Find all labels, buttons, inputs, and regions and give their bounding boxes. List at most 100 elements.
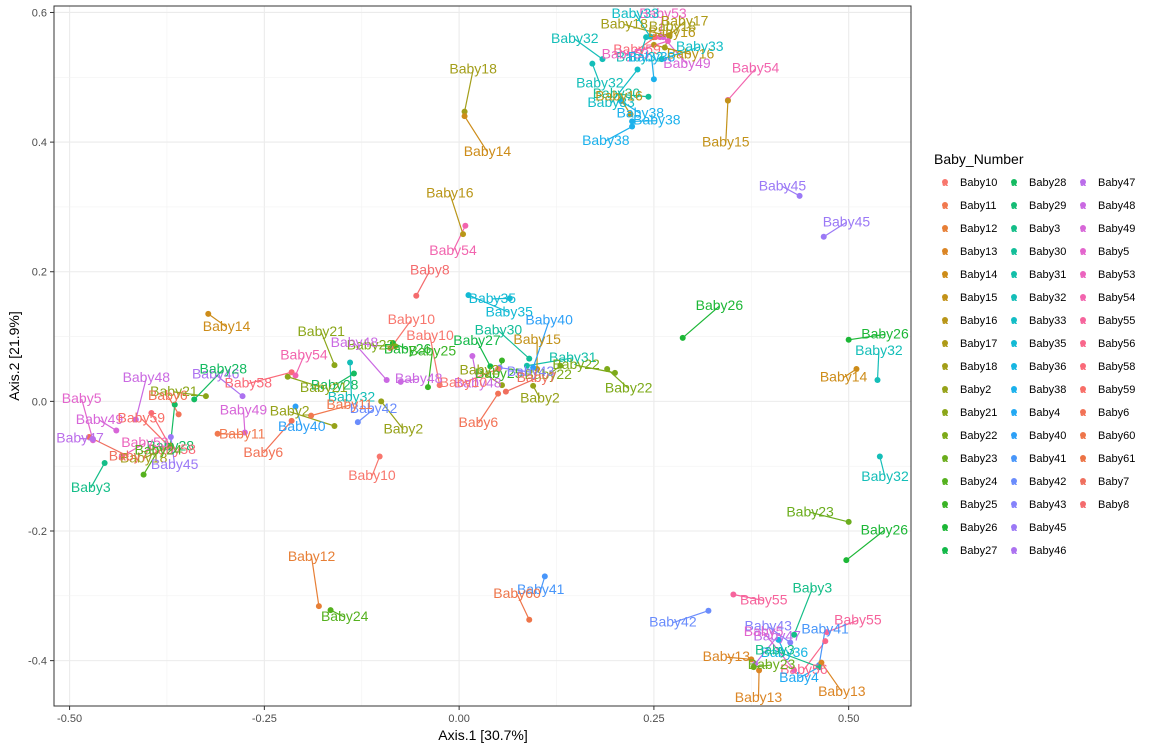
point-label: Baby16 bbox=[595, 87, 643, 103]
legend-item: a Baby15 bbox=[942, 292, 997, 304]
label-connector bbox=[310, 404, 350, 417]
legend-item: a Baby31 bbox=[1011, 269, 1066, 281]
point-label: Baby28 bbox=[311, 376, 359, 392]
point-label: Baby33 bbox=[676, 38, 724, 54]
legend-key-letter: a bbox=[1080, 270, 1086, 281]
label-connector bbox=[653, 44, 691, 55]
legend: a Baby10 a Baby11 a Baby12 a Baby13 a Baby14 a Baby… bbox=[942, 177, 1135, 557]
point-label: Baby11 bbox=[326, 396, 373, 412]
data-point bbox=[791, 631, 798, 638]
legend-key-point bbox=[942, 363, 948, 369]
label-connector bbox=[477, 393, 499, 424]
legend-key-letter: a bbox=[942, 247, 948, 258]
point-label: Baby23 bbox=[786, 503, 834, 519]
legend-label: Baby33 bbox=[1029, 315, 1066, 327]
legend-key-letter: a bbox=[1080, 316, 1086, 327]
label-connector bbox=[826, 619, 859, 633]
data-point bbox=[853, 365, 860, 372]
gridlines bbox=[54, 6, 911, 706]
data-point bbox=[424, 384, 431, 391]
x-axis-ticks: -0.50 -0.25 0.00 0.25 0.50 bbox=[57, 706, 859, 725]
legend-label: Baby47 bbox=[1098, 177, 1135, 189]
data-point bbox=[724, 97, 731, 104]
legend-key-letter: a bbox=[1080, 454, 1086, 465]
point-label: Baby38 bbox=[628, 48, 676, 64]
point-label: Baby2 bbox=[520, 389, 560, 405]
legend-item: a Baby24 bbox=[942, 476, 997, 488]
legend-label: Baby55 bbox=[1098, 315, 1135, 327]
legend-label: Baby17 bbox=[960, 338, 997, 350]
legend-key-point bbox=[1011, 363, 1017, 369]
data-point bbox=[487, 363, 494, 370]
data-point bbox=[604, 365, 611, 372]
label-connector bbox=[380, 400, 404, 430]
point-label: Baby47 bbox=[56, 430, 104, 446]
label-connector bbox=[793, 588, 813, 635]
y-axis-ticks: -0.4 -0.2 0.0 0.2 0.4 0.6 bbox=[28, 7, 54, 668]
legend-key-point bbox=[1080, 294, 1086, 300]
legend-item: a Baby18 bbox=[942, 361, 997, 373]
legend-item: a Baby60 bbox=[1080, 430, 1135, 442]
legend-item: a Baby33 bbox=[1011, 315, 1066, 327]
label-connector bbox=[471, 355, 479, 384]
legend-key-letter: a bbox=[942, 431, 948, 442]
data-point bbox=[495, 390, 502, 397]
legend-key-letter: a bbox=[942, 224, 948, 235]
legend-label: Baby14 bbox=[960, 269, 997, 281]
data-point bbox=[331, 362, 338, 369]
data-point bbox=[661, 44, 668, 51]
point-label: Baby43 bbox=[744, 618, 792, 634]
point-label: Baby15 bbox=[702, 134, 750, 150]
legend-key-letter: a bbox=[1080, 500, 1086, 511]
legend-key-point bbox=[1080, 386, 1086, 392]
point-label: Baby42 bbox=[649, 614, 697, 630]
point-label: Baby49 bbox=[220, 402, 268, 418]
legend-item: a Baby11 bbox=[942, 200, 997, 212]
point-label: Baby35 bbox=[485, 303, 533, 319]
label-connector bbox=[207, 313, 227, 328]
legend-item: a Baby26 bbox=[942, 522, 997, 534]
legend-label: Baby49 bbox=[1098, 223, 1135, 235]
legend-key-point bbox=[942, 386, 948, 392]
legend-key-letter: a bbox=[1011, 431, 1017, 442]
legend-key-letter: a bbox=[942, 523, 948, 534]
label-connector bbox=[294, 355, 305, 376]
label-connector bbox=[90, 462, 106, 489]
point-label: Baby18 bbox=[600, 15, 648, 31]
data-point bbox=[650, 76, 657, 83]
legend-item: a Baby43 bbox=[1011, 499, 1066, 511]
label-connector bbox=[415, 270, 431, 297]
legend-item: a Baby49 bbox=[1080, 223, 1135, 235]
legend-label: Baby54 bbox=[1098, 292, 1135, 304]
label-connector bbox=[803, 640, 826, 671]
legend-key-point bbox=[1080, 363, 1086, 369]
legend-key-letter: a bbox=[942, 362, 948, 373]
legend-label: Baby10 bbox=[960, 177, 997, 189]
legend-key-letter: a bbox=[1080, 408, 1086, 419]
legend-label: Baby40 bbox=[1029, 430, 1066, 442]
legend-key-letter: a bbox=[1011, 408, 1017, 419]
data-point bbox=[526, 616, 533, 623]
legend-item: a Baby28 bbox=[1011, 177, 1066, 189]
label-connector bbox=[121, 442, 146, 457]
point-label: Baby55 bbox=[834, 611, 882, 627]
label-connector bbox=[876, 350, 880, 381]
point-label: Baby41 bbox=[517, 581, 565, 597]
data-point bbox=[498, 357, 505, 364]
point-label: Baby6 bbox=[243, 444, 283, 460]
data-point bbox=[748, 656, 755, 663]
point-label: Baby41 bbox=[801, 621, 849, 637]
data-point bbox=[191, 396, 198, 403]
label-connector bbox=[754, 636, 778, 665]
legend-key-letter: a bbox=[1011, 270, 1017, 281]
data-point bbox=[347, 359, 354, 366]
legend-key-point bbox=[1011, 294, 1017, 300]
data-point bbox=[461, 113, 468, 120]
data-point bbox=[791, 667, 798, 674]
point-label: Baby56 bbox=[780, 661, 828, 677]
label-connector bbox=[820, 662, 843, 693]
data-point bbox=[652, 34, 659, 41]
data-point bbox=[820, 233, 827, 240]
point-label: Baby58 bbox=[225, 375, 273, 391]
label-connector bbox=[357, 408, 374, 423]
